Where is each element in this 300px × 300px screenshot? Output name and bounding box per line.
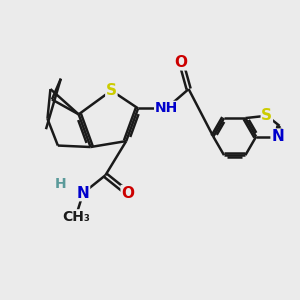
Text: H: H — [55, 177, 67, 191]
Text: S: S — [106, 83, 117, 98]
Text: O: O — [121, 186, 134, 201]
Text: NH: NH — [155, 101, 178, 116]
Text: O: O — [175, 55, 188, 70]
Text: CH₃: CH₃ — [62, 210, 90, 224]
Text: S: S — [261, 108, 272, 123]
Text: N: N — [271, 129, 284, 144]
Text: N: N — [77, 186, 89, 201]
